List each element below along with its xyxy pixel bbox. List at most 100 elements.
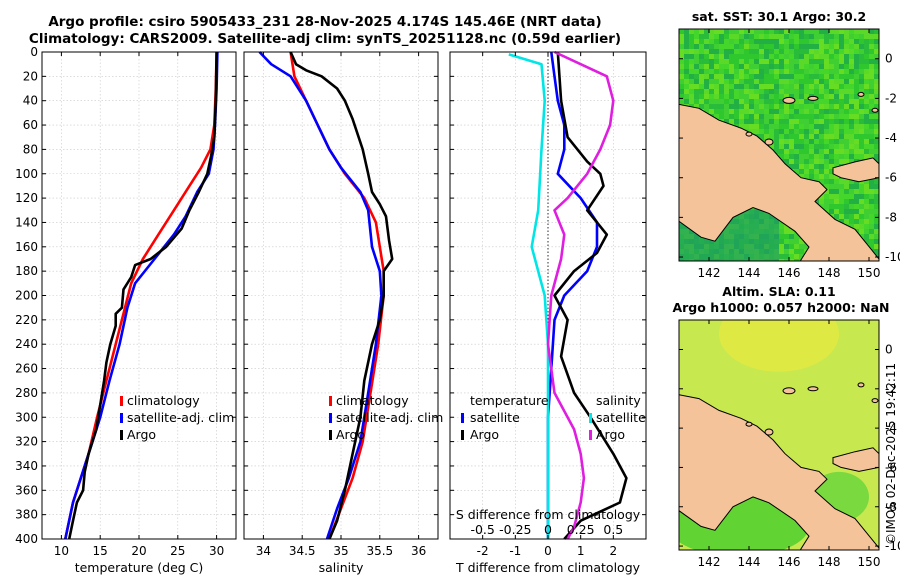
sst-cell [804,244,809,249]
sst-cell [789,49,794,54]
sst-cell [714,54,719,59]
sst-cell [799,164,804,169]
sst-cell [814,54,819,59]
sst-cell [874,194,879,199]
legend-label: satellite-adj. clim [336,410,443,425]
sst-cell [709,84,714,89]
sst-cell [684,39,689,44]
sst-cell [754,34,759,39]
sst-cell [774,144,779,149]
sst-cell [839,69,844,74]
small-island [857,382,865,388]
y-tick-label: -4 [885,421,897,435]
sst-cell [849,39,854,44]
sst-cell [834,69,839,74]
sst-cell [854,219,859,224]
sst-cell [779,224,784,229]
sst-cell [739,49,744,54]
sst-cell [824,34,829,39]
sst-cell [794,39,799,44]
sst-cell [834,109,839,114]
sst-cell [814,174,819,179]
sst-cell [874,154,879,159]
series-s-argo [546,50,615,540]
x-tick-label: 2 [610,544,618,558]
sst-cell [724,89,729,94]
sst-cell [724,64,729,69]
sst-cell [859,74,864,79]
sst-cell [834,129,839,134]
sst-cell [704,39,709,44]
sst-cell [794,144,799,149]
sst-cell [799,54,804,59]
sst-cell [784,229,789,234]
sst-cell [784,239,789,244]
sst-cell [814,144,819,149]
sst-cell [769,144,774,149]
sst-cell [724,44,729,49]
sst-cell [839,44,844,49]
x-tick-label: 142 [698,555,721,569]
sst-cell [794,149,799,154]
sst-cell [804,79,809,84]
sst-cell [829,134,834,139]
sst-cell [849,104,854,109]
sst-cell [704,104,709,109]
sst-cell [869,179,874,184]
sst-cell [829,79,834,84]
sst-cell [764,34,769,39]
sst-cell [874,144,879,149]
sst-cell [809,144,814,149]
sst-cell [814,39,819,44]
sst-cell [819,64,824,69]
sst-cell [814,154,819,159]
sst-cell [759,99,764,104]
sst-cell [779,64,784,69]
sst-cell [834,179,839,184]
sst-cell [814,79,819,84]
sst-cell [859,104,864,109]
y-tick-label: 100 [15,167,38,181]
sst-cell [714,34,719,39]
sst-cell [874,104,879,109]
sst-cell [784,259,789,261]
sst-cell [769,79,774,84]
sst-cell [729,69,734,74]
sst-cell [839,49,844,54]
y-tick-label: -2 [885,382,897,396]
sst-cell [794,29,799,34]
y-tick-label: 400 [15,532,38,546]
sst-cell [839,109,844,114]
sst-cell [749,94,754,99]
sst-cell [794,94,799,99]
sst-cell [824,104,829,109]
sst-cell [714,89,719,94]
sst-cell [834,29,839,34]
y-tick-label: 220 [15,313,38,327]
sst-cell [874,99,879,104]
sst-cell [844,209,849,214]
y-tick-label: 180 [15,264,38,278]
sst-cell [869,219,874,224]
sst-cell [794,69,799,74]
sst-cell [844,179,849,184]
sst-cell [859,209,864,214]
legend-label: climatology [336,393,409,408]
sst-cell [809,39,814,44]
sst-cell [774,104,779,109]
sst-cell [774,124,779,129]
legend-marker [120,413,123,423]
sst-cell [694,104,699,109]
sst-cell [789,89,794,94]
s-tick-label: 0 [544,522,552,537]
s-tick-label: -0.25 [499,522,531,537]
sst-cell [704,79,709,84]
sst-cell [764,49,769,54]
sst-cell [724,99,729,104]
sst-cell [799,119,804,124]
sst-cell [749,54,754,59]
sst-cell [769,109,774,114]
sst-cell [834,134,839,139]
sst-cell [854,84,859,89]
sst-cell [864,84,869,89]
